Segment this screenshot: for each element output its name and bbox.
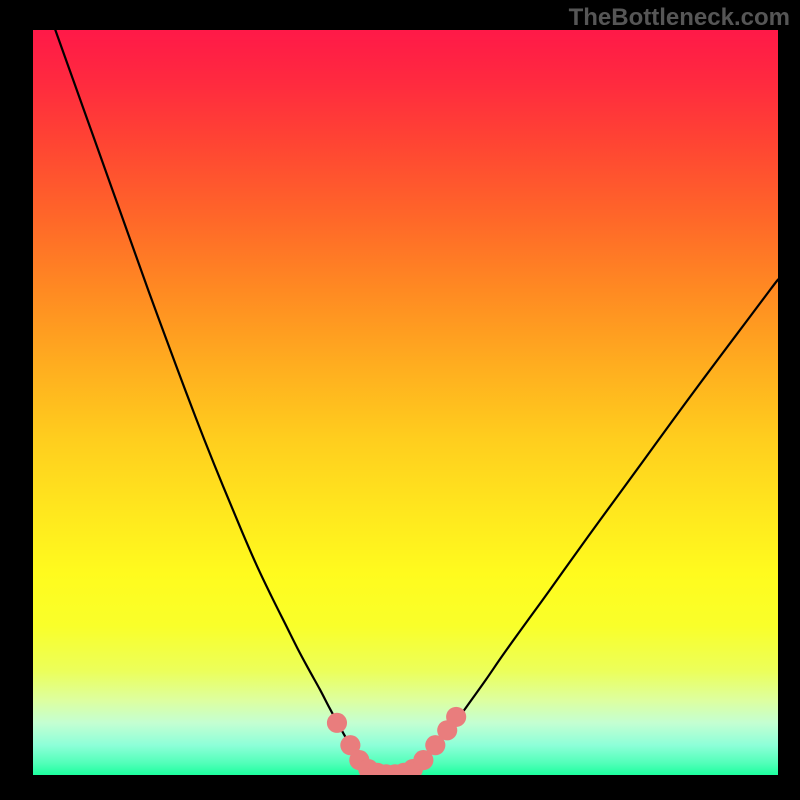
plot-svg (33, 30, 778, 775)
marker-point (327, 713, 347, 733)
watermark-text: TheBottleneck.com (569, 4, 790, 32)
gradient-background (33, 30, 778, 775)
plot-area (33, 30, 778, 775)
marker-point (446, 707, 466, 727)
chart-container: TheBottleneck.com (0, 0, 800, 800)
